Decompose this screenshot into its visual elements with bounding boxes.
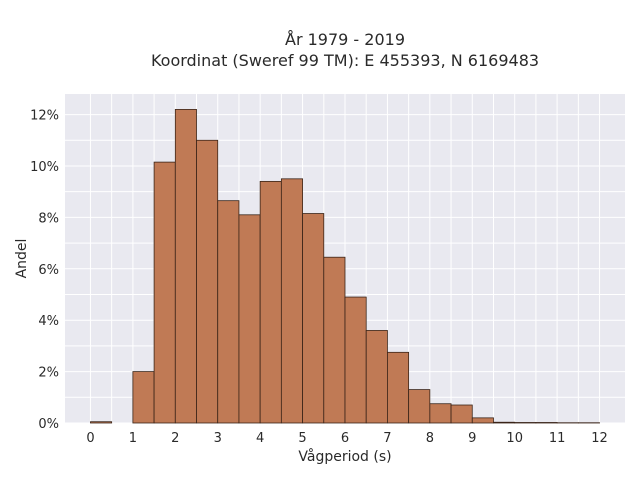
y-tick-label: 8%	[38, 211, 59, 226]
histogram-bar	[174, 109, 197, 424]
histogram-bar	[90, 421, 113, 424]
histogram-bar	[471, 417, 494, 424]
histogram-bar	[514, 422, 537, 424]
y-tick-label: 4%	[38, 314, 59, 329]
histogram-bar	[153, 161, 176, 424]
x-tick-label: 11	[549, 431, 566, 446]
x-tick-label: 4	[256, 431, 264, 446]
histogram-bar	[323, 256, 346, 424]
histogram-bar	[302, 213, 325, 424]
histogram-bar	[535, 422, 558, 424]
histogram-bar	[132, 371, 155, 424]
chart-title-line2: Koordinat (Sweref 99 TM): E 455393, N 61…	[150, 51, 540, 70]
x-tick-label: 12	[591, 431, 608, 446]
histogram-bar	[259, 180, 282, 424]
y-tick-label: 10%	[30, 160, 59, 175]
y-axis-ticks: 0% 2% 4% 6% 8% 10% 12%	[30, 109, 59, 432]
x-tick-label: 5	[298, 431, 306, 446]
x-axis-ticks: 0 1 2 3 4 5 6 7 8 9 10 11 12	[86, 431, 608, 446]
histogram-bar	[450, 404, 473, 424]
x-axis-label: Vågperiod (s)	[298, 448, 391, 465]
y-tick-label: 6%	[38, 263, 59, 278]
histogram-bar	[365, 330, 388, 424]
x-tick-label: 6	[341, 431, 349, 446]
x-tick-label: 7	[383, 431, 391, 446]
x-tick-label: 3	[214, 431, 222, 446]
y-tick-label: 0%	[38, 417, 59, 432]
histogram-bar	[493, 421, 516, 424]
histogram-bar	[344, 296, 367, 424]
chart-title-line1: År 1979 - 2019	[285, 30, 405, 49]
x-tick-label: 2	[171, 431, 179, 446]
x-tick-label: 10	[506, 431, 523, 446]
x-tick-label: 0	[86, 431, 94, 446]
x-tick-label: 8	[426, 431, 434, 446]
histogram-bar	[238, 214, 261, 424]
y-tick-label: 12%	[30, 109, 59, 124]
histogram-bar	[280, 178, 303, 424]
bars	[90, 109, 600, 424]
histogram-bar	[408, 389, 431, 424]
histogram-bar	[429, 403, 452, 424]
x-tick-label: 9	[468, 431, 476, 446]
histogram-bar	[217, 200, 240, 424]
histogram-bar	[387, 351, 410, 424]
histogram-bar	[196, 139, 219, 424]
y-axis-label: Andel	[14, 239, 30, 279]
y-tick-label: 2%	[38, 366, 59, 381]
x-tick-label: 1	[129, 431, 137, 446]
